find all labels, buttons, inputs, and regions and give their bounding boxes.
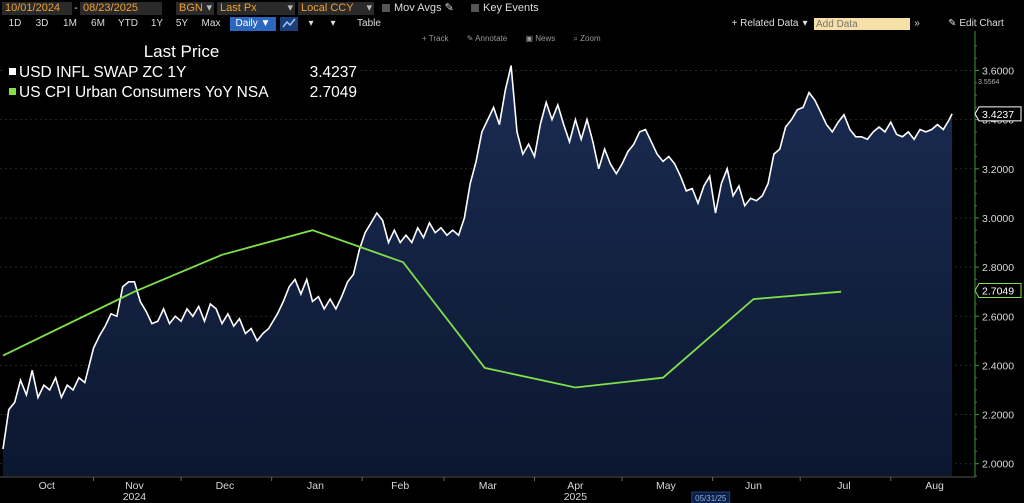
period-1y[interactable]: 1Y	[150, 18, 164, 29]
x-tick-label: Jul	[837, 480, 850, 492]
chart-toolbar: 10/01/2024 - 08/23/2025 BGN Last Px Loca…	[0, 0, 1024, 17]
y-tick-label: 3.6000	[982, 65, 1014, 77]
period-1d[interactable]: 1D	[8, 18, 22, 29]
y-tick-label: 2.4000	[982, 360, 1014, 372]
y-tick-label: 3.2000	[982, 164, 1014, 176]
swap-last-value-box	[974, 106, 1022, 122]
field-dropdown[interactable]: Last Px	[217, 2, 295, 15]
mov-avgs-label: Mov Avgs	[394, 2, 442, 14]
news-tool[interactable]: ▣ News	[525, 34, 556, 43]
y-tick-label: 2.0000	[982, 459, 1014, 471]
annotate-tool[interactable]: ✎ Annotate	[466, 34, 508, 43]
x-tick-label: Apr	[567, 480, 584, 492]
cpi-last-value-box	[974, 282, 1022, 298]
source-dropdown[interactable]: BGN	[176, 2, 214, 15]
end-date-field[interactable]: 08/23/2025	[80, 2, 162, 15]
legend-name: US CPI Urban Consumers YoY NSA	[19, 84, 269, 101]
zoom-tool[interactable]: ⌕ Zoom	[573, 34, 601, 43]
add-data-input[interactable]	[814, 18, 910, 30]
chart-type-dropdown-icon[interactable]: ▾	[308, 18, 314, 29]
period-ytd[interactable]: YTD	[118, 18, 138, 29]
series-lines	[2, 65, 953, 450]
x-tick-label: Oct	[39, 480, 55, 492]
x-tick-label: Nov	[125, 480, 144, 492]
x-tick-label: Mar	[479, 480, 498, 492]
cpi-last-value-label: 2.7049	[982, 285, 1014, 297]
zoom-tool-label: Zoom	[580, 34, 601, 43]
chart-tools-bar: + Track ✎ Annotate ▣ News ⌕ Zoom	[422, 33, 617, 44]
wrench-icon: ✎	[948, 18, 960, 29]
legend-item-cpi[interactable]: US CPI Urban Consumers YoY NSA 2.7049	[9, 83, 359, 103]
legend-title: Last Price	[143, 42, 220, 61]
currency-dropdown[interactable]: Local CCY	[298, 2, 374, 15]
chart-legend: Last Price USD INFL SWAP ZC 1Y 3.4237 US…	[3, 40, 360, 106]
legend-swatch-swap	[9, 68, 16, 75]
cursor-date-box	[691, 491, 731, 503]
line-chart-glyph	[282, 18, 296, 28]
x-year-label: 2025	[564, 491, 588, 503]
x-tick-label: Feb	[391, 480, 409, 492]
y-tick-label: 2.2000	[982, 410, 1014, 422]
key-events-toggle[interactable]: Key Events	[471, 2, 539, 15]
cpi-series-line	[2, 229, 842, 389]
annotate-tool-label: Annotate	[475, 34, 508, 43]
pencil-icon[interactable]: ✎	[444, 2, 454, 14]
swap-area-fill	[3, 65, 953, 476]
track-tool-label: Track	[428, 34, 449, 43]
swap-last-value-label: 3.4237	[982, 109, 1014, 121]
x-tick-label: May	[656, 480, 677, 492]
period-5y[interactable]: 5Y	[175, 18, 189, 29]
x-tick-label: Jun	[745, 480, 762, 492]
swap-series-line	[2, 65, 953, 450]
period-3d[interactable]: 3D	[35, 18, 49, 29]
x-axis: Oct Nov Dec Jan Feb Mar Apr May Jun Jul Aug 2024 202…	[0, 476, 975, 503]
period-max[interactable]: Max	[201, 18, 221, 29]
line-chart-icon[interactable]	[280, 17, 298, 31]
y-tick-label: 2.6000	[982, 311, 1014, 323]
track-tool[interactable]: + Track	[422, 34, 449, 43]
mov-avgs-checkbox[interactable]	[382, 4, 390, 12]
last-value-tags: 3.4237 2.7049 3.5564	[974, 79, 1022, 298]
y-axis: 2.0000 2.2000 2.4000 2.6000 2.8000 3.0000 3.20…	[974, 31, 1014, 477]
cursor-date-label: 05/31/25	[695, 494, 727, 503]
swap-area-path	[3, 65, 953, 476]
period-1m[interactable]: 1M	[63, 18, 77, 29]
x-tick-label: Jan	[307, 480, 324, 492]
legend-name: USD INFL SWAP ZC 1Y	[19, 64, 187, 81]
price-chart[interactable]: 2.0000 2.2000 2.4000 2.6000 2.8000 3.0000 3.20…	[0, 31, 1024, 503]
edit-chart-button[interactable]: ✎ Edit Chart	[932, 17, 1020, 31]
mov-avgs-toggle[interactable]: Mov Avgs ✎	[382, 2, 454, 15]
x-tick-label: Dec	[216, 480, 235, 492]
chevron-down-icon[interactable]: ▾	[330, 18, 336, 29]
frequency-dropdown[interactable]: Daily ▼	[230, 17, 276, 31]
related-data-chevron-icon[interactable]: ▾	[802, 18, 808, 29]
legend-value: 3.4237	[309, 64, 357, 81]
key-events-checkbox[interactable]	[471, 4, 479, 12]
x-tick-label: Aug	[925, 480, 944, 492]
edit-chart-label: Edit Chart	[959, 18, 1004, 29]
period-toolbar: 1D 3D 1M 6M YTD 1Y 5Y Max Daily ▼ ▾ ▾ Ta…	[0, 17, 1024, 31]
legend-swatch-cpi	[9, 88, 16, 95]
date-separator: -	[74, 2, 78, 14]
chevron-right-icon[interactable]: »	[914, 18, 920, 29]
x-year-label: 2024	[123, 491, 147, 503]
y-tick-label: 3.0000	[982, 213, 1014, 225]
legend-value: 2.7049	[309, 84, 357, 101]
news-tool-label: News	[535, 34, 556, 43]
y-tick-label: 2.8000	[982, 262, 1014, 274]
start-date-field[interactable]: 10/01/2024	[2, 2, 72, 15]
table-button[interactable]: Table	[357, 18, 381, 29]
related-data-button[interactable]: + Related Data	[731, 18, 799, 29]
key-events-label: Key Events	[483, 2, 539, 14]
period-6m[interactable]: 6M	[91, 18, 105, 29]
hi-marker-label: 3.5564	[978, 79, 1000, 86]
legend-item-swap[interactable]: USD INFL SWAP ZC 1Y 3.4237	[9, 63, 359, 83]
